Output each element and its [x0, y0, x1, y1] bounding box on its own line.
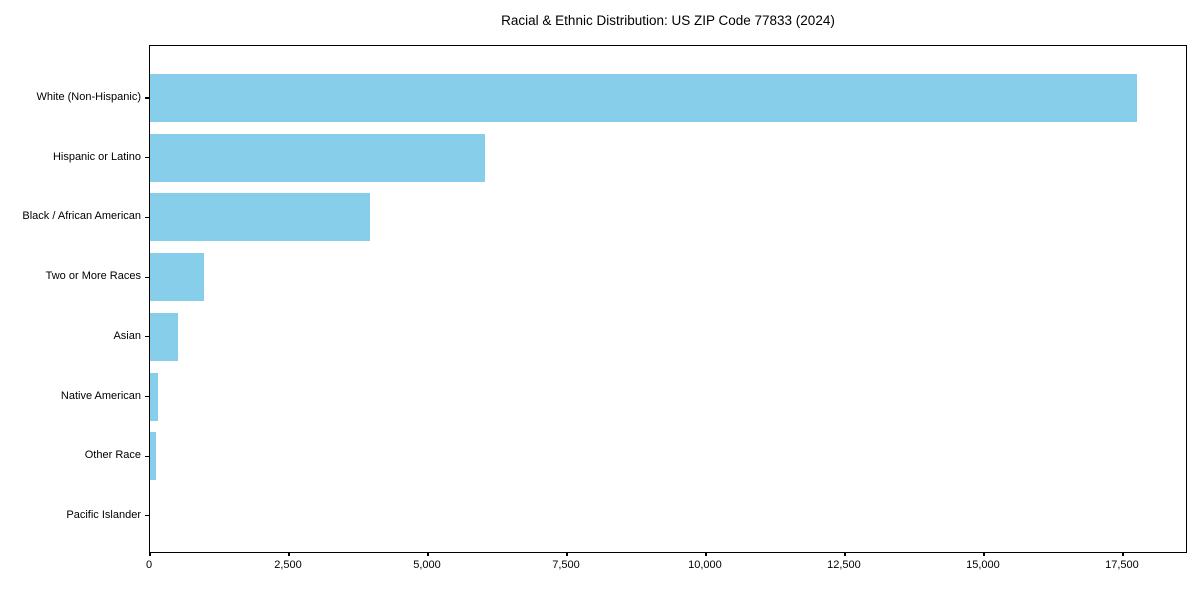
y-axis-tick: [144, 157, 149, 159]
y-axis-label: Pacific Islander: [66, 508, 141, 521]
y-axis-tick: [144, 276, 149, 278]
y-axis-tick: [144, 97, 149, 99]
y-axis-tick: [144, 395, 149, 398]
y-axis-label: Native American: [60, 389, 141, 402]
x-axis-tick: [288, 552, 290, 556]
x-axis-tick: [1122, 552, 1124, 556]
x-axis-label: 2,500: [274, 559, 302, 571]
x-axis-label: 15,000: [966, 559, 1000, 571]
bar: [150, 253, 204, 302]
x-axis-label: 5,000: [413, 559, 441, 571]
x-axis-tick: [427, 552, 429, 556]
chart-title: Racial & Ethnic Distribution: US ZIP Cod…: [501, 13, 835, 28]
x-axis-label: 17,500: [1105, 559, 1139, 571]
y-axis-label: Hispanic or Latino: [52, 150, 141, 163]
bar: [150, 133, 486, 182]
x-axis-tick: [149, 552, 151, 556]
y-axis-label: Black / African American: [22, 210, 141, 223]
x-axis-label: 0: [145, 559, 153, 571]
y-axis-label: White (Non-Hispanic): [36, 91, 141, 103]
bar: [150, 74, 1137, 122]
x-axis-label: 12,500: [827, 559, 861, 571]
bar: [150, 432, 157, 481]
x-axis-tick: [844, 552, 846, 556]
x-axis-tick: [983, 552, 985, 556]
bar: [150, 193, 371, 242]
y-axis-tick: [144, 515, 149, 517]
x-axis-tick: [566, 552, 568, 556]
y-axis-tick: [144, 336, 149, 338]
x-axis-label: 7,500: [552, 559, 580, 571]
y-axis-label: Other Race: [84, 449, 141, 462]
y-axis-tick: [144, 455, 149, 457]
bar: [150, 312, 179, 361]
bar: [150, 372, 159, 421]
y-axis-label: Two or More Races: [45, 270, 141, 283]
y-axis-label: Asian: [113, 329, 141, 342]
y-axis-tick: [144, 216, 149, 218]
plot-area: [144, 45, 1187, 556]
x-axis-label: 10,000: [688, 559, 722, 571]
x-axis-tick: [705, 552, 707, 556]
